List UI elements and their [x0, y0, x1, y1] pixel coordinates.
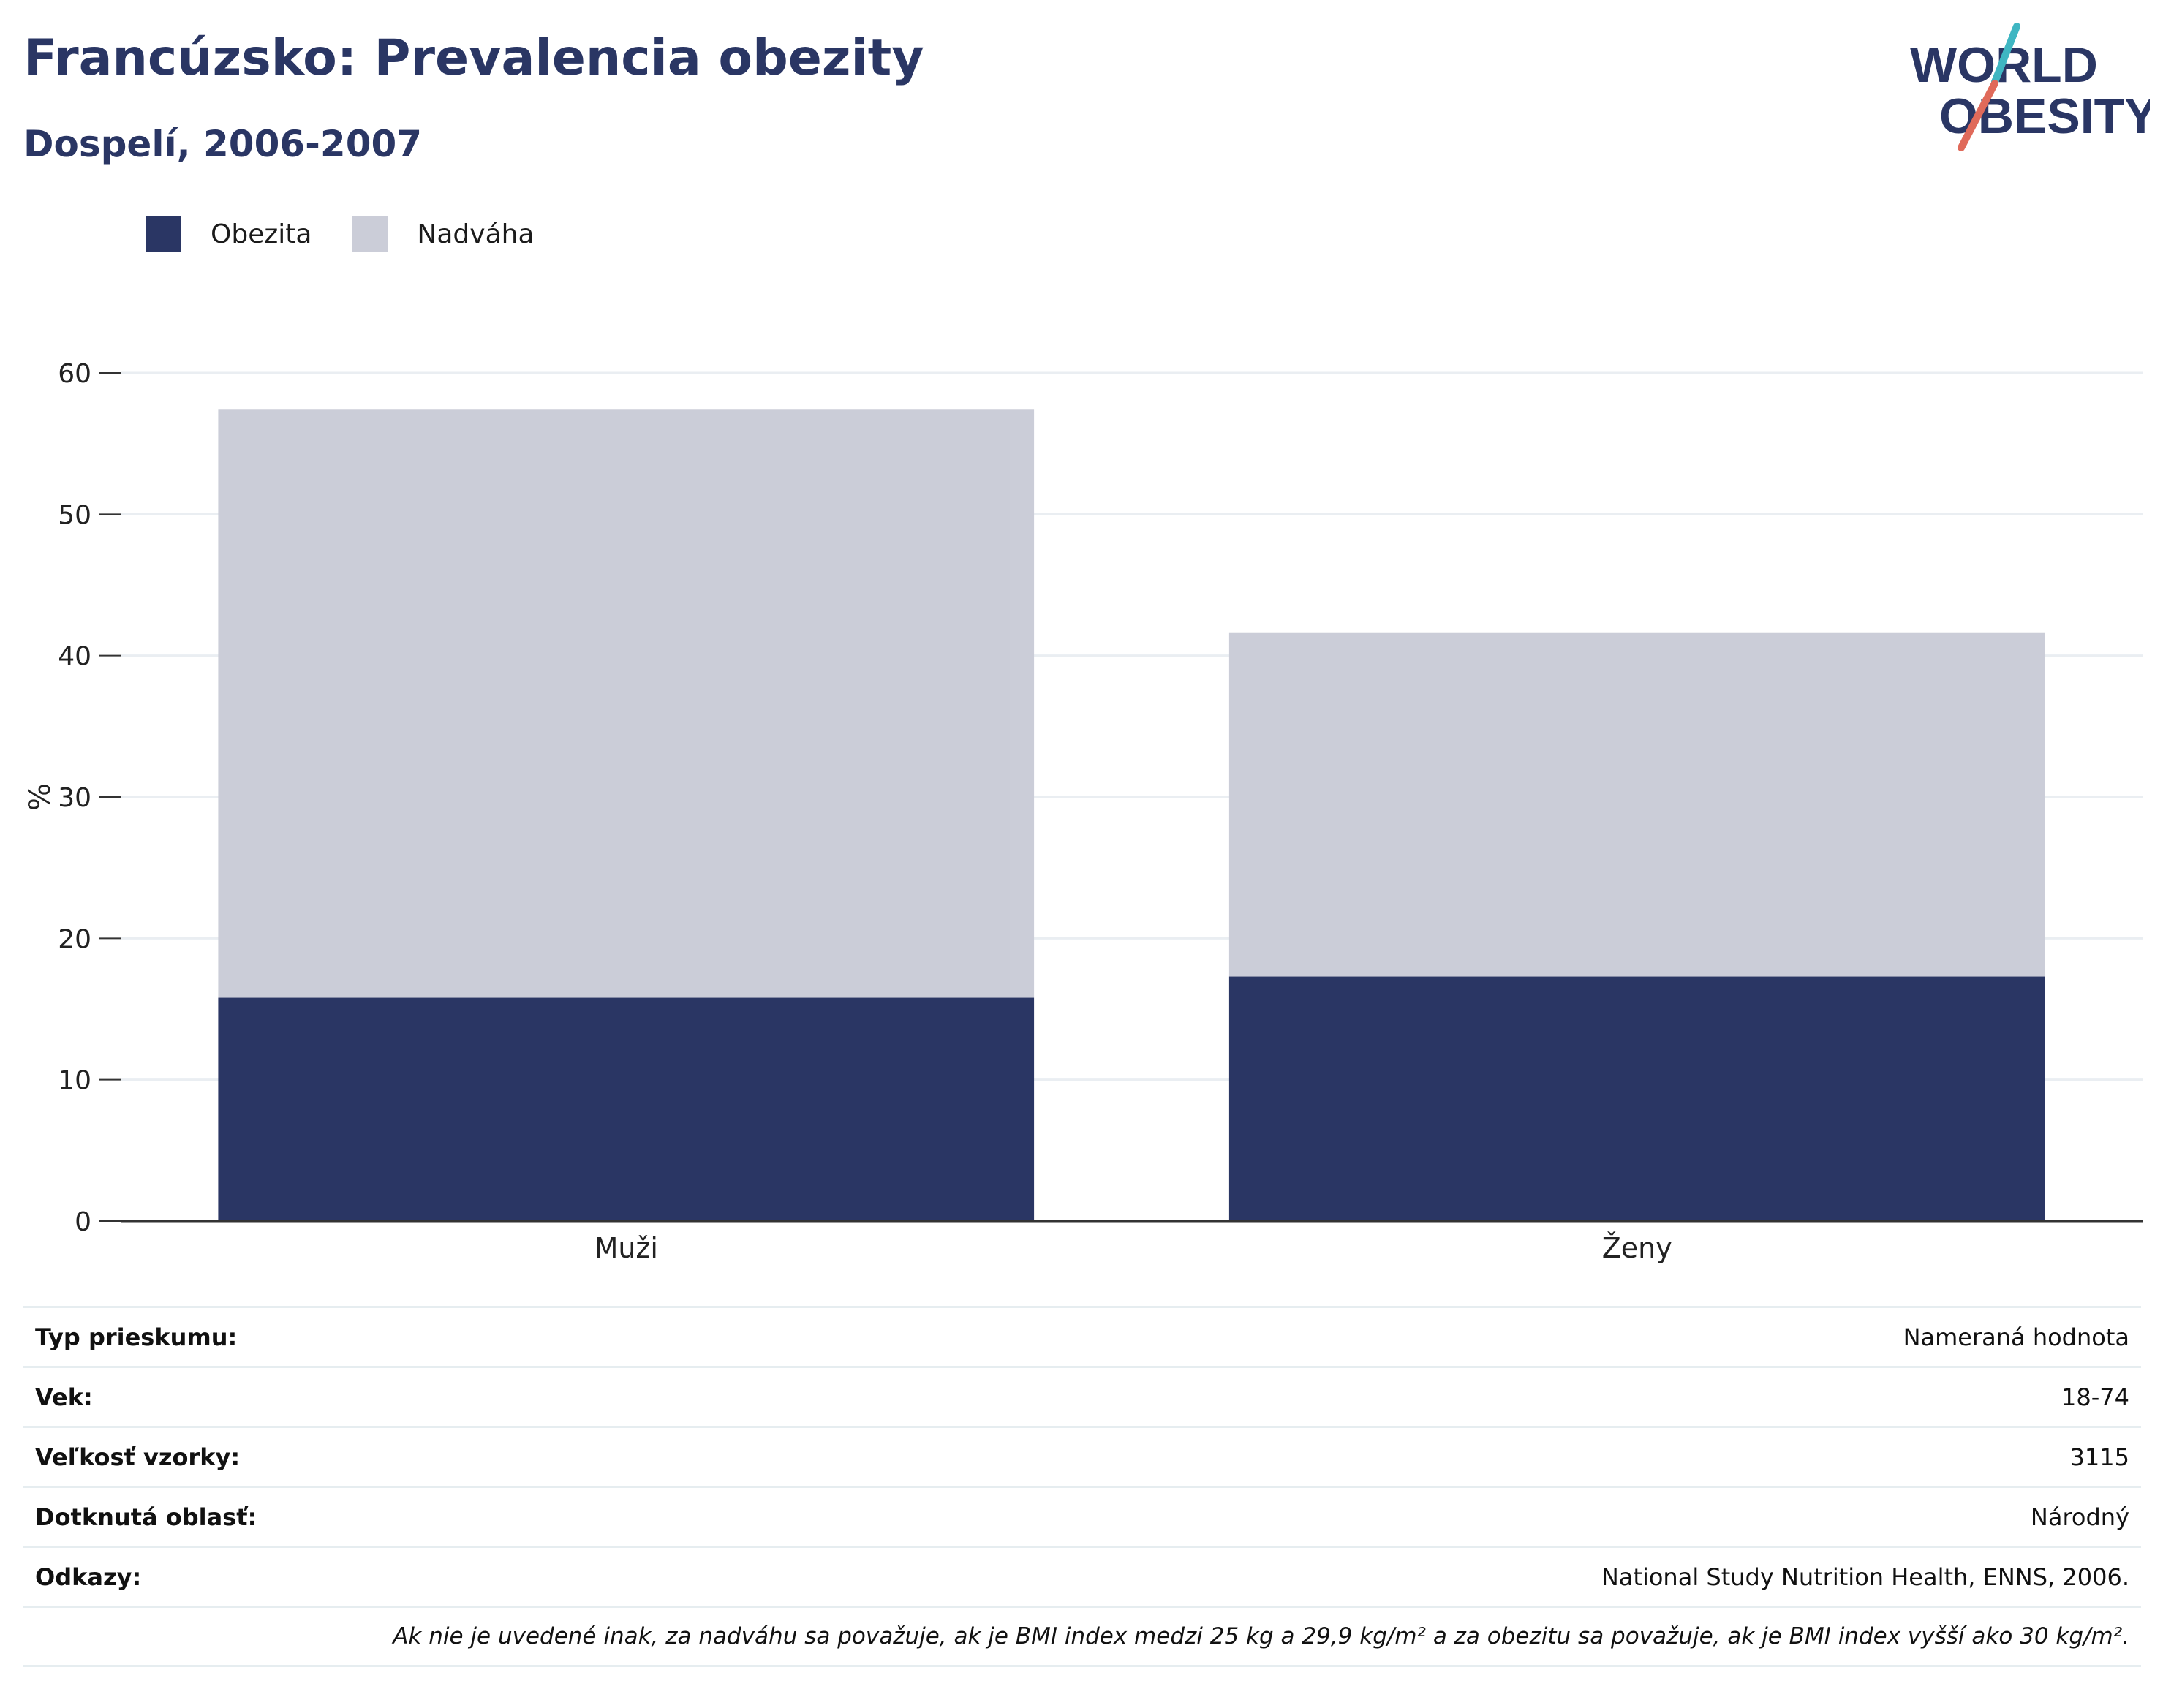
chart-legend: Obezita Nadváha [146, 216, 575, 252]
legend-label-obesity: Obezita [211, 219, 312, 249]
info-label: Typ prieskumu: [35, 1323, 238, 1351]
info-label: Dotknutá oblasť: [35, 1503, 257, 1531]
y-axis-label: % [23, 783, 57, 811]
bar-obesity [218, 997, 1035, 1221]
info-value: National Study Nutrition Health, ENNS, 2… [1601, 1562, 2129, 1591]
bar-overweight [1228, 632, 2045, 977]
info-value: 3115 [2069, 1443, 2129, 1471]
logo-slash-top [1991, 23, 2020, 86]
legend-item-overweight[interactable]: Nadváha [352, 216, 535, 252]
info-row-sample-size: Veľkosť vzorky: 3115 [23, 1426, 2141, 1486]
logo-slash-bottom [1958, 80, 1998, 151]
bar-obesity [1228, 976, 2045, 1221]
survey-info-table: Typ prieskumu: Nameraná hodnota Vek: 18-… [23, 1306, 2141, 1667]
chart-title: Francúzsko: Prevalencia obezity [23, 29, 924, 87]
info-label: Veľkosť vzorky: [35, 1443, 241, 1471]
x-category-label: Muži [594, 1232, 658, 1264]
info-label: Vek: [35, 1383, 93, 1411]
info-value: Nameraná hodnota [1903, 1323, 2129, 1351]
legend-item-obesity[interactable]: Obezita [146, 216, 312, 252]
y-tick-label: 30 [58, 783, 91, 813]
x-category-label: Ženy [1602, 1232, 1672, 1264]
info-row-area: Dotknutá oblasť: Národný [23, 1486, 2141, 1546]
y-tick-label: 50 [58, 500, 91, 530]
world-obesity-logo: WORLD OBESITY [1910, 23, 2150, 151]
legend-swatch-overweight [352, 216, 388, 252]
chart-subtitle: Dospelí, 2006-2007 [23, 123, 423, 165]
bar-overweight [218, 409, 1035, 998]
info-row-references: Odkazy: National Study Nutrition Health,… [23, 1546, 2141, 1606]
info-value: 18-74 [2061, 1383, 2129, 1411]
info-row-age: Vek: 18-74 [23, 1366, 2141, 1426]
stacked-bar-chart: 0 10 20 30 40 50 60% Muži Ženy [23, 359, 2143, 1264]
y-tick-label: 10 [58, 1066, 91, 1096]
legend-swatch-obesity [146, 216, 181, 252]
y-tick-label: 40 [58, 642, 91, 672]
info-value: Národný [2030, 1503, 2129, 1531]
y-tick-label: 20 [58, 924, 91, 954]
info-label: Odkazy: [35, 1562, 142, 1591]
bmi-definition-note: Ak nie je uvedené inak, za nadváhu sa po… [23, 1606, 2141, 1667]
legend-label-overweight: Nadváha [417, 219, 535, 249]
info-row-survey-type: Typ prieskumu: Nameraná hodnota [23, 1306, 2141, 1366]
y-tick-label: 60 [58, 359, 91, 389]
y-tick-label: 0 [75, 1207, 91, 1237]
